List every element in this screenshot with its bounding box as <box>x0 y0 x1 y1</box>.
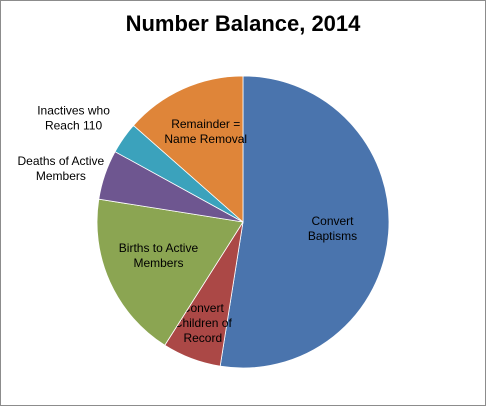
pie-slice-remainder-name-removal <box>132 75 244 223</box>
slice-label-deaths-of-active-members: Deaths of Active Members <box>18 154 105 183</box>
slice-label-remainder-name-removal: Remainder = Name Removal <box>164 117 247 146</box>
pie-slice-convert-baptisms <box>219 75 390 369</box>
slice-label-convert-baptisms: Convert Baptisms <box>308 214 357 243</box>
chart-title: Number Balance, 2014 <box>125 11 361 36</box>
pie-slice-births-to-active-members <box>96 198 244 346</box>
slice-label-inactives-who-reach-110: Inactives who Reach 110 <box>37 104 110 133</box>
slice-label-convert-children-of-record: Convert Children of Record <box>174 301 233 345</box>
slice-label-births-to-active-members: Births to Active Members <box>119 241 199 270</box>
